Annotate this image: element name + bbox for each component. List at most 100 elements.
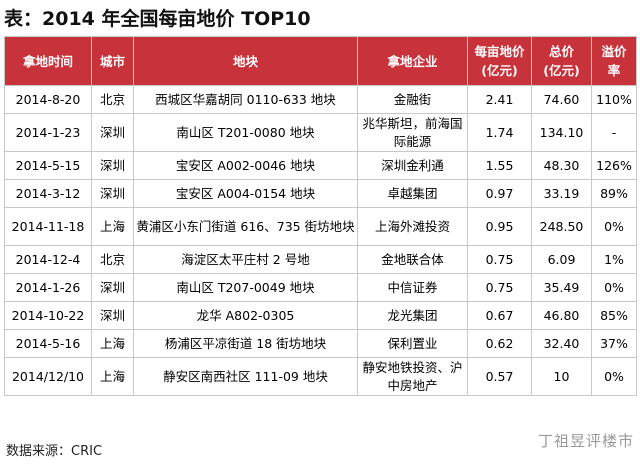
watermark: 丁祖昱评楼市: [537, 432, 634, 450]
city-cell: 深圳: [91, 301, 134, 330]
premium-rate-cell: 37%: [591, 329, 637, 358]
company-cell: 卓越集团: [357, 179, 468, 208]
premium-rate-cell: 0%: [591, 207, 637, 246]
company-cell: 龙光集团: [357, 301, 468, 330]
price-per-mu-cell: 0.67: [467, 301, 532, 330]
premium-rate-cell: 0%: [591, 273, 637, 302]
company-cell: 兆华斯坦，前海国际能源: [357, 113, 468, 152]
header-company: 拿地企业: [357, 36, 468, 86]
header-date: 拿地时间: [4, 36, 92, 86]
price-per-mu-cell: 2.41: [467, 85, 532, 114]
premium-rate-cell: 1%: [591, 245, 637, 274]
company-cell: 中信证券: [357, 273, 468, 302]
premium-rate-cell: 110%: [591, 85, 637, 114]
total-price-cell: 46.80: [531, 301, 592, 330]
price-per-mu-cell: 1.55: [467, 151, 532, 180]
premium-rate-cell: 89%: [591, 179, 637, 208]
parcel-cell: 南山区 T201-0080 地块: [133, 113, 358, 152]
table-row: 2014/12/10 上海 静安区南西社区 111-09 地块 静安地铁投资、沪中房地…: [4, 357, 637, 396]
table-row: 2014-1-26 深圳 南山区 T207-0049 地块 中信证券 0.75 35.49…: [4, 273, 637, 302]
parcel-cell: 西城区华嘉胡同 0110-633 地块: [133, 85, 358, 114]
date-cell: 2014-5-15: [4, 151, 92, 180]
date-cell: 2014-12-4: [4, 245, 92, 274]
total-price-cell: 10: [531, 357, 592, 396]
header-text: (亿元): [543, 63, 580, 78]
header-row: 拿地时间 城市 地块 拿地企业 每亩地价 (亿元) 总价 (亿元) 溢价率: [4, 36, 637, 86]
date-cell: 2014-11-18: [4, 207, 92, 246]
header-text: 拿地企业: [387, 53, 438, 69]
date-cell: 2014-10-22: [4, 301, 92, 330]
date-cell: 2014-1-26: [4, 273, 92, 302]
price-per-mu-cell: 0.97: [467, 179, 532, 208]
city-cell: 上海: [91, 357, 134, 396]
price-per-mu-cell: 0.57: [467, 357, 532, 396]
date-cell: 2014-1-23: [4, 113, 92, 152]
company-cell: 保利置业: [357, 329, 468, 358]
date-cell: 2014-5-16: [4, 329, 92, 358]
company-cell: 金融街: [357, 85, 468, 114]
header-text: 每亩地价: [474, 44, 525, 59]
price-per-mu-cell: 0.75: [467, 245, 532, 274]
header-text: 率: [607, 63, 621, 78]
date-cell: 2014-8-20: [4, 85, 92, 114]
table-row: 2014-1-23 深圳 南山区 T201-0080 地块 兆华斯坦，前海国际能源 1.…: [4, 113, 637, 152]
table-row: 2014-10-22 深圳 龙华 A802-0305 龙光集团 0.67 46.80 85%: [4, 301, 637, 330]
parcel-cell: 龙华 A802-0305: [133, 301, 358, 330]
header-parcel: 地块: [133, 36, 358, 86]
total-price-cell: 74.60: [531, 85, 592, 114]
total-price-cell: 48.30: [531, 151, 592, 180]
city-cell: 上海: [91, 329, 134, 358]
premium-rate-cell: 0%: [591, 357, 637, 396]
header-premium-rate: 溢价率: [591, 36, 637, 86]
city-cell: 深圳: [91, 179, 134, 208]
date-cell: 2014/12/10: [4, 357, 92, 396]
total-price-cell: 134.10: [531, 113, 592, 152]
company-cell: 静安地铁投资、沪中房地产: [357, 357, 468, 396]
parcel-cell: 静安区南西社区 111-09 地块: [133, 357, 358, 396]
total-price-cell: 248.50: [531, 207, 592, 246]
company-cell: 上海外滩投资: [357, 207, 468, 246]
city-cell: 上海: [91, 207, 134, 246]
header-text: 城市: [99, 53, 125, 69]
table-row: 2014-5-16 上海 杨浦区平凉街道 18 街坊地块 保利置业 0.62 32.40 3…: [4, 329, 637, 358]
premium-rate-cell: 85%: [591, 301, 637, 330]
premium-rate-cell: -: [591, 113, 637, 152]
total-price-cell: 32.40: [531, 329, 592, 358]
header-text: 溢价: [601, 44, 627, 59]
land-price-table: 拿地时间 城市 地块 拿地企业 每亩地价 (亿元) 总价 (亿元) 溢价率 2014…: [4, 36, 637, 396]
header-price-per-mu: 每亩地价 (亿元): [467, 36, 532, 86]
total-price-cell: 35.49: [531, 273, 592, 302]
city-cell: 北京: [91, 245, 134, 274]
parcel-cell: 宝安区 A004-0154 地块: [133, 179, 358, 208]
header-text: 拿地时间: [22, 53, 73, 69]
header-text: 总价: [548, 44, 574, 59]
table-row: 2014-11-18 上海 黄浦区小东门街道 616、735 街坊地块 上海外滩投资 0…: [4, 207, 637, 246]
company-cell: 金地联合体: [357, 245, 468, 274]
parcel-cell: 南山区 T207-0049 地块: [133, 273, 358, 302]
parcel-cell: 海淀区太平庄村 2 号地: [133, 245, 358, 274]
parcel-cell: 宝安区 A002-0046 地块: [133, 151, 358, 180]
table-row: 2014-5-15 深圳 宝安区 A002-0046 地块 深圳金利通 1.55 48.3…: [4, 151, 637, 180]
table-title: 表：2014 年全国每亩地价 TOP10: [4, 8, 311, 30]
premium-rate-cell: 126%: [591, 151, 637, 180]
company-cell: 深圳金利通: [357, 151, 468, 180]
price-per-mu-cell: 0.62: [467, 329, 532, 358]
parcel-cell: 黄浦区小东门街道 616、735 街坊地块: [133, 207, 358, 246]
parcel-cell: 杨浦区平凉街道 18 街坊地块: [133, 329, 358, 358]
total-price-cell: 33.19: [531, 179, 592, 208]
date-cell: 2014-3-12: [4, 179, 92, 208]
price-per-mu-cell: 0.95: [467, 207, 532, 246]
city-cell: 深圳: [91, 273, 134, 302]
city-cell: 北京: [91, 85, 134, 114]
price-per-mu-cell: 1.74: [467, 113, 532, 152]
data-source: 数据来源：CRIC: [6, 444, 103, 459]
price-per-mu-cell: 0.75: [467, 273, 532, 302]
table-row: 2014-12-4 北京 海淀区太平庄村 2 号地 金地联合体 0.75 6.09 1%: [4, 245, 637, 274]
header-city: 城市: [91, 36, 134, 86]
table-row: 2014-8-20 北京 西城区华嘉胡同 0110-633 地块 金融街 2.41 74.…: [4, 85, 637, 114]
header-total-price: 总价 (亿元): [531, 36, 592, 86]
table-row: 2014-3-12 深圳 宝安区 A004-0154 地块 卓越集团 0.97 33.19…: [4, 179, 637, 208]
header-text: 地块: [232, 53, 258, 69]
total-price-cell: 6.09: [531, 245, 592, 274]
header-text: (亿元): [481, 63, 518, 78]
